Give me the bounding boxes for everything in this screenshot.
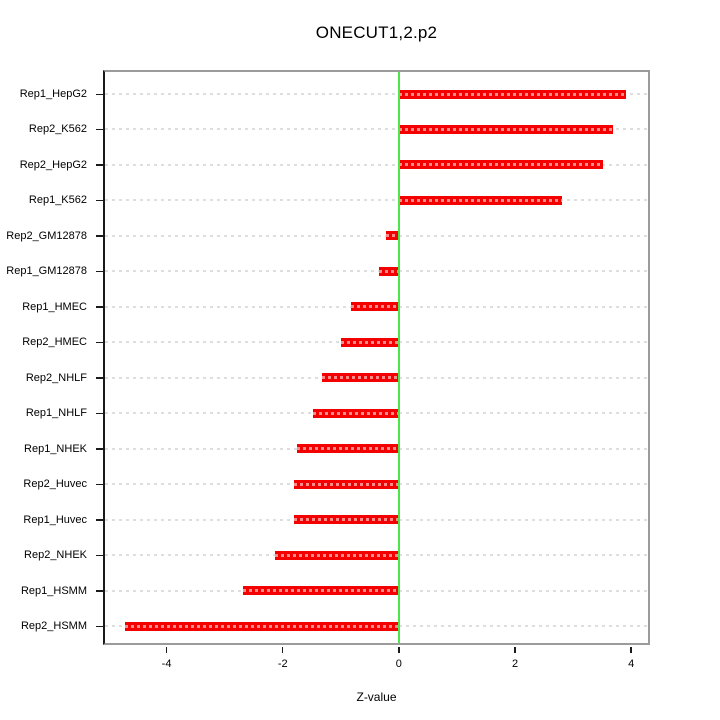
y-axis-tick (96, 554, 103, 557)
bar (341, 337, 399, 347)
chart-title: ONECUT1,2.p2 (315, 23, 438, 42)
category-gridline (105, 163, 648, 166)
bar-dash-texture (350, 305, 399, 309)
y-axis-label: Rep1_HMEC (22, 300, 87, 313)
category-gridline (105, 270, 648, 273)
x-axis-tick (398, 647, 400, 653)
x-axis-tick-label: -2 (277, 658, 288, 670)
y-axis-tick (96, 590, 103, 592)
bar-dash-texture (274, 553, 399, 557)
bar (294, 479, 399, 489)
x-axis-tick (165, 647, 168, 653)
y-axis-tick (96, 412, 103, 415)
y-axis-tick (96, 377, 103, 379)
y-axis-label: Rep2_GM12878 (6, 229, 87, 242)
bar-dash-texture (378, 269, 399, 273)
bar (350, 302, 399, 312)
x-axis-tick (630, 647, 632, 653)
y-axis-tick (96, 128, 103, 131)
y-axis-tick (96, 270, 103, 273)
bar-dash-texture (312, 411, 399, 415)
category-gridline (105, 199, 648, 202)
bar-dash-texture (242, 589, 399, 593)
bar (378, 266, 399, 276)
category-gridline (105, 234, 648, 237)
x-axis-tick-label: 4 (628, 658, 635, 670)
zero-reference-line (397, 72, 400, 643)
category-gridline (105, 128, 648, 131)
y-axis-label: Rep2_K562 (28, 123, 87, 136)
y-axis-tick (96, 625, 103, 627)
x-axis-tick-label: 2 (511, 658, 519, 670)
bar (296, 444, 399, 454)
y-axis-label: Rep1_HSMM (20, 584, 87, 597)
y-axis-label: Rep2_HMEC (22, 336, 87, 349)
bar (124, 621, 399, 631)
bar-dash-texture (294, 482, 399, 486)
y-axis-labels: Rep1_HepG2 Rep2_K562 Rep2_HepG2 Rep1_K562 Re… (0, 72, 87, 643)
bar (398, 160, 603, 170)
x-axis-tick-label: -4 (161, 658, 172, 670)
y-axis-label: Rep1_K562 (28, 194, 87, 207)
x-axis: -4 -2 0 2 4 (105, 647, 648, 687)
bar (312, 408, 399, 418)
bar (242, 586, 399, 596)
bar-dash-texture (293, 518, 399, 522)
y-axis-label: Rep1_NHLF (25, 407, 87, 420)
bar (274, 550, 399, 560)
bar-dash-texture (398, 163, 603, 167)
bar (385, 231, 399, 241)
bar-dash-texture (341, 340, 399, 344)
bar (398, 89, 626, 99)
y-axis-label: Rep2_NHEK (24, 549, 87, 562)
y-axis-label: Rep2_HepG2 (19, 158, 87, 171)
bar (293, 515, 399, 525)
bar-dash-texture (124, 624, 399, 628)
x-axis-tick (514, 647, 516, 653)
bar-dash-texture (296, 447, 399, 451)
bar (398, 195, 563, 205)
y-axis-tick (96, 235, 103, 237)
x-axis-tick (281, 647, 284, 653)
y-axis-label: Rep1_NHEK (24, 442, 87, 455)
y-axis-tick (96, 483, 103, 486)
plot-area (103, 70, 650, 645)
y-axis-label: Rep1_Huvec (23, 513, 87, 526)
y-axis-tick (96, 448, 103, 450)
x-axis-tick-label: 0 (395, 658, 402, 670)
y-axis-ticks (96, 72, 103, 643)
y-axis-label: Rep1_HepG2 (19, 88, 87, 100)
y-axis-tick (96, 164, 103, 166)
y-axis-label: Rep2_Huvec (23, 478, 87, 491)
x-axis-title: Z-value (356, 690, 397, 704)
bar (322, 373, 399, 383)
bar-dash-texture (398, 127, 613, 131)
y-axis-tick (96, 519, 103, 521)
y-axis-tick (96, 341, 103, 344)
bar-dash-texture (322, 376, 399, 380)
bar-dash-texture (398, 198, 563, 202)
bar-dash-texture (398, 92, 626, 96)
y-axis-label: Rep1_GM12878 (6, 265, 87, 278)
category-gridline (105, 93, 648, 95)
y-axis-tick (96, 306, 103, 308)
y-axis-label: Rep2_NHLF (25, 371, 87, 384)
y-axis-tick (96, 93, 103, 95)
bar (398, 124, 613, 134)
y-axis-tick (96, 199, 103, 202)
y-axis-label: Rep2_HSMM (20, 620, 87, 632)
bar-dash-texture (385, 234, 399, 238)
